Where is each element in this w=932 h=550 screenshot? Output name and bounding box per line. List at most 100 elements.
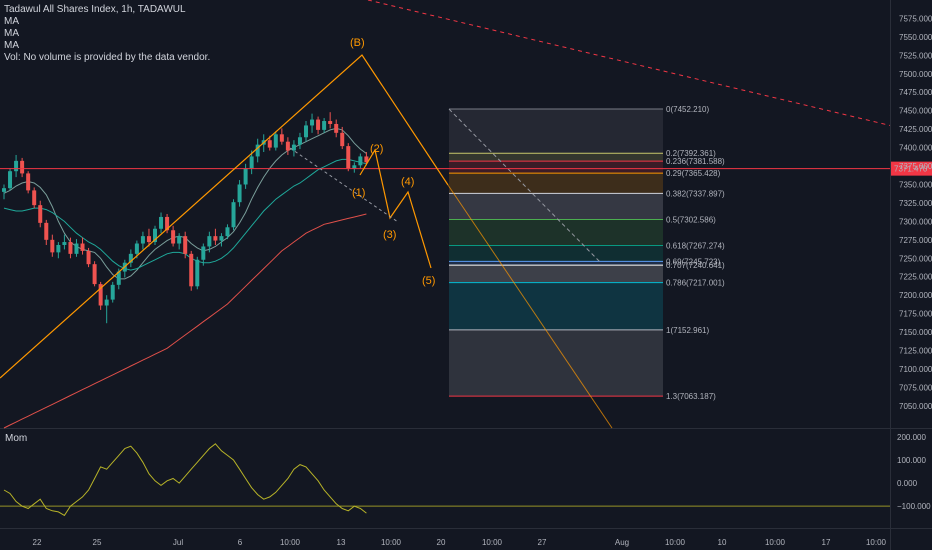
time-tick-label: 13 — [337, 538, 346, 547]
candle-body — [56, 244, 61, 253]
price-tick-label: 7275.000 — [899, 236, 932, 245]
price-tick-label: 7550.000 — [899, 33, 932, 42]
candle-body — [80, 243, 85, 251]
time-tick-label: 27 — [538, 538, 547, 547]
candle-body — [140, 236, 145, 244]
time-tick-label: 10:00 — [665, 538, 686, 547]
wave-impulse-line — [359, 148, 432, 269]
price-tick-label: 7450.000 — [899, 107, 932, 116]
momentum-tick-label: 200.000 — [897, 433, 926, 442]
wave-abc-line — [0, 54, 449, 379]
time-tick-label: 10:00 — [280, 538, 301, 547]
candle-body — [364, 156, 369, 163]
elliott-wave-label: (5) — [422, 275, 435, 287]
price-tick-label: 7425.000 — [899, 125, 932, 134]
candle-body — [255, 144, 260, 157]
momentum-tick-label: −100.000 — [897, 502, 931, 511]
price-tick-label: 7250.000 — [899, 254, 932, 263]
time-tick-label: 22 — [33, 538, 42, 547]
candle-body — [134, 243, 139, 254]
fib-zone — [449, 282, 663, 330]
candle-body — [14, 160, 19, 172]
fib-level-label: 0.382(7337.897) — [666, 189, 725, 198]
symbol-title: Tadawul All Shares Index, 1h, TADAWUL — [4, 4, 186, 15]
candle-body — [189, 253, 194, 287]
fib-zone — [449, 173, 663, 194]
fib-zone — [449, 329, 663, 397]
fib-zone — [449, 261, 663, 266]
candle-body — [20, 160, 25, 174]
fib-level-label: 0.618(7267.274) — [666, 242, 725, 251]
candle-body — [2, 188, 6, 192]
fib-level-label: 0.236(7381.588) — [666, 157, 725, 166]
candle-body — [316, 119, 321, 130]
fib-level-label: 0.69(7245.723) — [666, 257, 721, 266]
price-tick-label: 7575.000 — [899, 14, 932, 23]
candle-body — [62, 242, 67, 245]
fib-zone — [449, 219, 663, 246]
candle-body — [201, 246, 206, 260]
price-tick-label: 7225.000 — [899, 273, 932, 282]
momentum-tick-label: 100.000 — [897, 456, 926, 465]
price-tick-label: 7500.000 — [899, 70, 932, 79]
candle-body — [86, 250, 91, 265]
current-price-label: 7371.470 — [894, 165, 928, 174]
candle-body — [116, 271, 121, 285]
candle-body — [50, 239, 55, 253]
wave-channel-line — [289, 147, 399, 223]
candle-body — [38, 205, 43, 223]
price-tick-label: 7050.000 — [899, 402, 932, 411]
candle-body — [128, 253, 133, 263]
fib-zone — [449, 109, 663, 154]
candle-body — [328, 121, 333, 124]
candle-body — [249, 156, 254, 169]
fib-zone — [449, 265, 663, 283]
candle-body — [74, 243, 79, 254]
candle-body — [26, 173, 31, 191]
fib-level-label: 0.786(7217.001) — [666, 279, 725, 288]
chart-legend: Tadawul All Shares Index, 1h, TADAWUL MA… — [4, 4, 210, 64]
candle-body — [213, 236, 218, 241]
candle-body — [32, 190, 37, 206]
momentum-tick-label: 0.000 — [897, 479, 918, 488]
price-tick-label: 7075.000 — [899, 383, 932, 392]
elliott-wave-label: (B) — [350, 37, 365, 49]
ma-indicator-1[interactable]: MA — [4, 16, 19, 27]
fib-level-label: 1(7152.961) — [666, 326, 709, 335]
candle-body — [165, 216, 170, 231]
ma-indicator-3[interactable]: MA — [4, 40, 19, 51]
price-tick-label: 7475.000 — [899, 88, 932, 97]
candle-body — [183, 236, 188, 254]
candle-body — [231, 202, 236, 228]
candle-body — [346, 146, 351, 169]
candle-body — [297, 137, 302, 145]
candle-body — [8, 171, 13, 189]
candle-body — [243, 168, 248, 185]
candle-body — [237, 184, 242, 203]
fib-level-label: 0(7452.210) — [666, 105, 709, 114]
price-tick-label: 7100.000 — [899, 365, 932, 374]
candle-body — [92, 264, 97, 285]
momentum-pane-label: Mom — [5, 433, 28, 444]
candle-body — [267, 140, 272, 148]
price-tick-label: 7200.000 — [899, 291, 932, 300]
price-tick-label: 7300.000 — [899, 217, 932, 226]
candle-body — [225, 227, 230, 237]
candle-body — [352, 165, 357, 169]
candle-body — [110, 284, 115, 300]
current-price-tag — [891, 161, 932, 176]
time-tick-label: Aug — [615, 538, 629, 547]
candle-body — [340, 132, 345, 147]
candle-body — [146, 236, 151, 243]
price-tick-label: 7175.000 — [899, 310, 932, 319]
time-tick-label: 17 — [822, 538, 831, 547]
candle-body — [334, 123, 339, 133]
ma-indicator-2[interactable]: MA — [4, 28, 19, 39]
candle-body — [291, 144, 296, 151]
candle-body — [104, 299, 109, 306]
price-tick-label: 7125.000 — [899, 347, 932, 356]
elliott-wave-label: (4) — [401, 176, 414, 188]
candle-body — [44, 222, 49, 240]
candle-body — [285, 141, 290, 151]
